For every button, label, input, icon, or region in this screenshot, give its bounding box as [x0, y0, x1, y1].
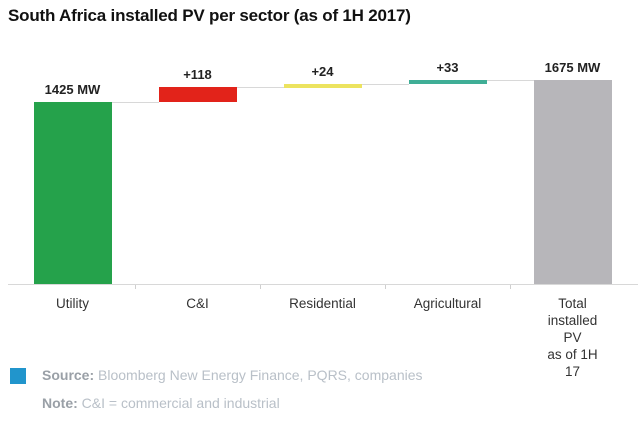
bar-value-label: 1425 MW — [44, 82, 101, 97]
source-label: Source: — [42, 367, 95, 383]
bar-residential — [283, 83, 362, 88]
note-text: C&I = commercial and industrial — [77, 395, 280, 411]
waterfall-connector — [236, 86, 284, 88]
category-label: Residential — [289, 296, 356, 311]
note-label: Note: — [42, 395, 78, 411]
bar-utility — [33, 102, 112, 284]
axis-tick — [385, 285, 386, 289]
category-label: Agricultural — [413, 296, 482, 311]
bar-total-installed-pv — [533, 79, 612, 284]
waterfall-connector — [111, 102, 159, 103]
waterfall-connector — [361, 83, 409, 85]
bar-agricultural — [408, 79, 487, 84]
waterfall-chart: 1425 MW Utility +118 C&I +24 Residential +33 Ag… — [8, 59, 638, 379]
bar-value-label: +33 — [436, 59, 459, 75]
bar-value-label: 1675 MW — [544, 59, 601, 75]
waterfall-connector — [486, 79, 534, 81]
axis-tick — [510, 285, 511, 289]
source-line: Source: Bloomberg New Energy Finance, PQ… — [42, 367, 423, 383]
axis-tick — [260, 285, 261, 289]
x-axis-baseline — [8, 284, 638, 285]
bar-value-label: +24 — [311, 63, 334, 79]
axis-tick — [135, 285, 136, 289]
bar-value-label: +118 — [183, 66, 212, 82]
category-label: Total installed PV as of 1H 17 — [547, 296, 598, 379]
category-label: C&I — [186, 296, 209, 311]
note-line: Note: C&I = commercial and industrial — [42, 395, 280, 411]
chart-title: South Africa installed PV per sector (as… — [8, 6, 411, 25]
footer-bullet-square-icon — [10, 368, 26, 384]
bar-c-i — [158, 86, 237, 102]
source-text: Bloomberg New Energy Finance, PQRS, comp… — [94, 367, 423, 383]
category-label: Utility — [56, 296, 89, 311]
